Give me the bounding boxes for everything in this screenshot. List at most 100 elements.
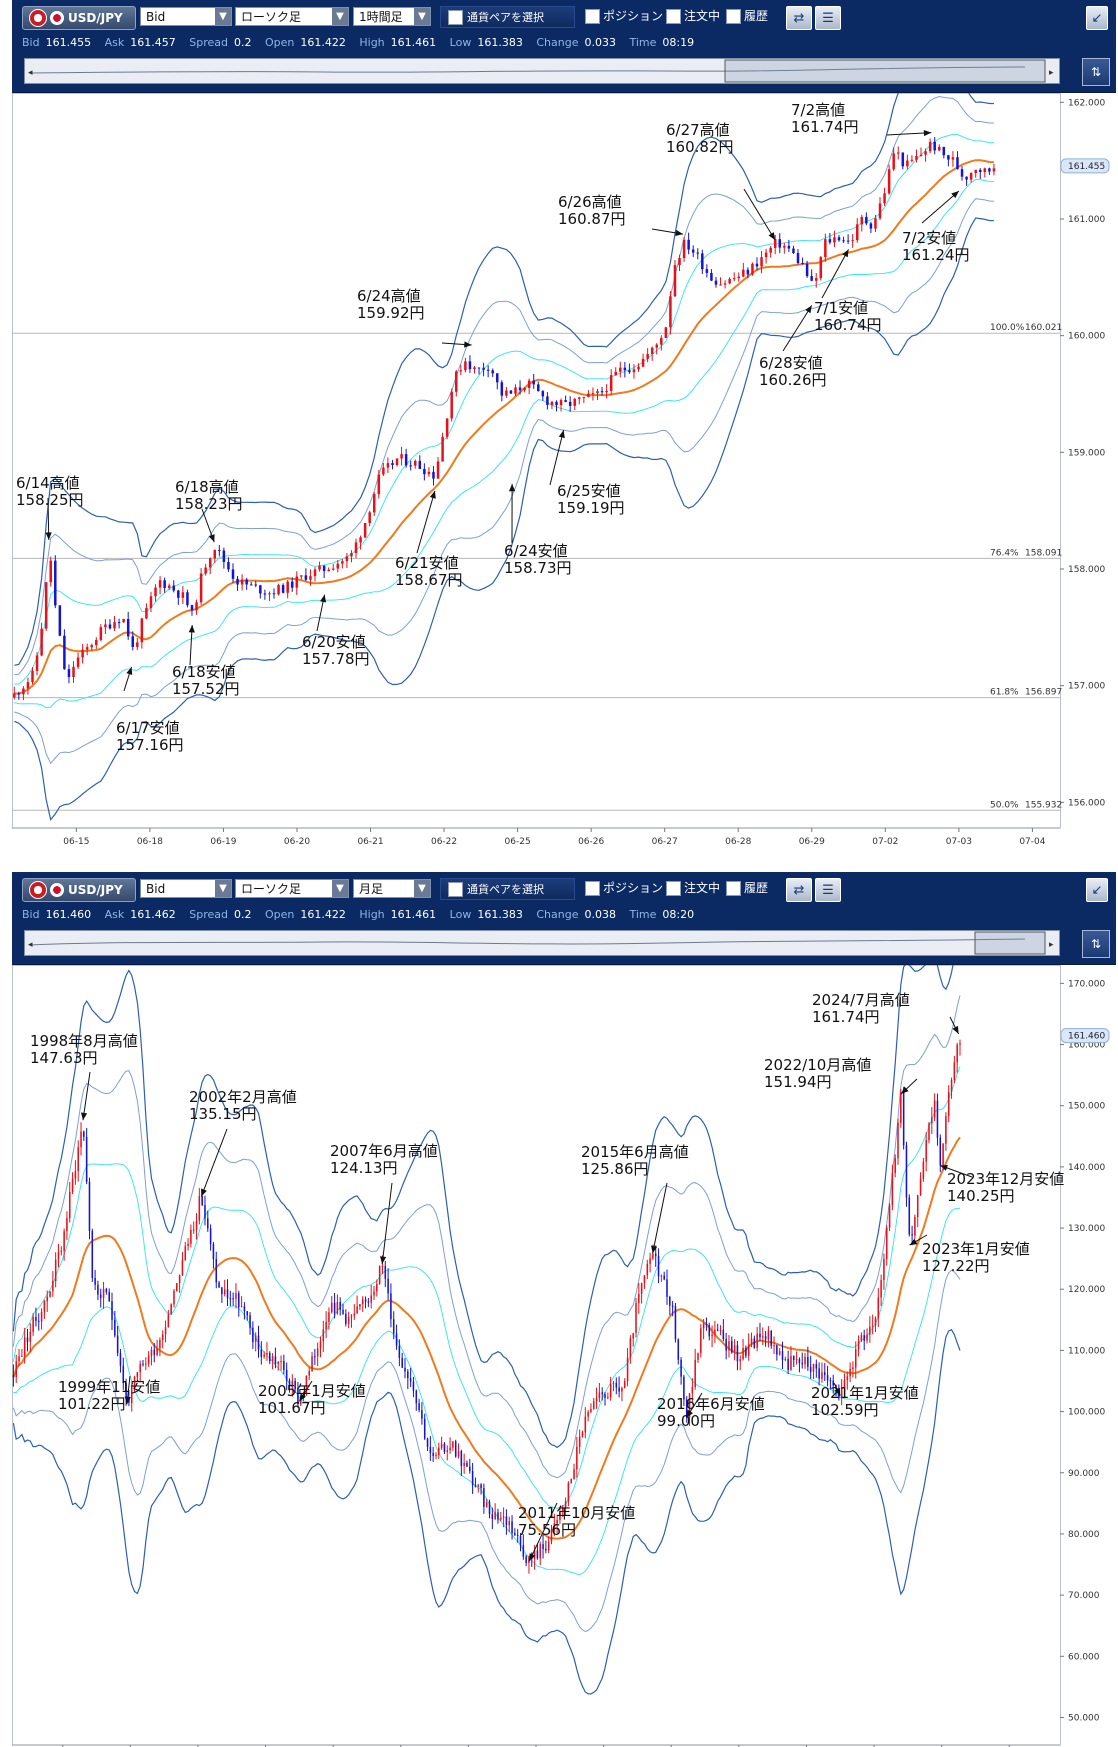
candle-body	[354, 542, 358, 554]
candle-body	[687, 239, 690, 250]
candle-body	[463, 1462, 465, 1466]
currency-pair-button[interactable]: USD/JPY	[22, 878, 136, 902]
annotation-title: 1998年8月高値	[30, 1032, 138, 1050]
annotation-title: 2005年1月安値	[258, 1382, 366, 1400]
collapse-icon[interactable]: ↙	[1086, 6, 1108, 30]
candle-body	[272, 593, 276, 595]
navigator-toggle-button[interactable]: ⇅	[1082, 58, 1110, 86]
candle-body	[350, 553, 353, 557]
candle-body	[386, 463, 390, 468]
candle-body	[341, 561, 344, 564]
annotation-value: 157.78円	[302, 650, 370, 668]
candle-body	[716, 1329, 719, 1331]
annotation-arrow-head	[805, 305, 812, 314]
svg-text:◂: ◂	[28, 68, 33, 78]
candle-body	[436, 461, 440, 479]
fibonacci-level-value: 158.091	[1025, 548, 1062, 558]
settings-list-icon[interactable]: ☰	[815, 6, 841, 30]
range-navigator[interactable]: ▸ ◂	[24, 58, 1060, 84]
candle-body	[88, 1181, 91, 1231]
candle-body	[280, 1361, 282, 1363]
history-checkbox[interactable]	[726, 9, 741, 24]
candle-body	[268, 593, 271, 595]
currency-pair-button[interactable]: USD/JPY	[22, 6, 136, 30]
collapse-icon[interactable]: ↙	[1086, 878, 1108, 902]
candle-body	[222, 550, 226, 563]
candle-body	[359, 1304, 361, 1307]
history-checkbox[interactable]	[726, 881, 741, 896]
drawing-tool-icon[interactable]: ⇄	[786, 6, 812, 30]
annotation-title: 2021年1月安値	[811, 1384, 919, 1402]
candle-body	[628, 370, 631, 373]
orders-checkbox[interactable]	[666, 881, 681, 896]
candle-body	[871, 1325, 874, 1327]
candle-body	[17, 693, 21, 695]
candle-body	[395, 458, 399, 466]
candle-body	[812, 1363, 815, 1372]
annotation-arrow-line	[82, 1071, 91, 1121]
price-type-select[interactable]: Bid ▼	[140, 879, 232, 898]
candle-body	[528, 1557, 530, 1563]
candle-body	[609, 1383, 612, 1398]
timeframe-select[interactable]: 月足 ▼	[353, 879, 431, 898]
candle-body	[471, 1471, 474, 1486]
navigator-toggle-button[interactable]: ⇅	[1082, 930, 1110, 958]
candle-body	[426, 1438, 429, 1447]
candle-body	[125, 1382, 127, 1398]
annotation-arrow-line	[416, 490, 436, 554]
candle-body	[449, 1447, 451, 1451]
chevron-down-icon: ▼	[414, 8, 430, 25]
candle-body	[739, 1359, 742, 1362]
candle-body	[604, 1394, 606, 1398]
candle-body	[218, 549, 221, 551]
candle-body	[710, 272, 713, 281]
pair-select-button[interactable]: 通貨ペアを選択	[440, 6, 575, 28]
candle-body	[309, 576, 312, 580]
pair-select-button[interactable]: 通貨ペアを選択	[440, 878, 575, 900]
candle-body	[372, 494, 376, 513]
low-value: 161.383	[477, 908, 523, 921]
annotation-value: 161.24円	[902, 246, 970, 264]
y-tick-label: 130.000	[1068, 1224, 1105, 1234]
candle-body	[460, 1451, 463, 1466]
y-tick-label: 90.000	[1068, 1469, 1100, 1479]
pair-select-checkbox[interactable]	[448, 882, 463, 897]
candle-body	[313, 569, 317, 577]
candle-body	[705, 1323, 708, 1326]
candle-body	[184, 1246, 187, 1260]
settings-list-icon[interactable]: ☰	[815, 878, 841, 902]
orders-checkbox[interactable]	[666, 9, 681, 24]
fibonacci-level-percent: 100.0%	[990, 323, 1025, 333]
candle-body	[950, 1079, 953, 1092]
orders-label: 注文中	[684, 881, 721, 895]
candle-body	[737, 276, 741, 279]
candle-body	[960, 169, 964, 177]
hourly-candlestick-chart[interactable]: 162.000 161.000 160.000 159.000 158.000 157.0…	[12, 93, 1116, 860]
drawing-tool-icon[interactable]: ⇄	[786, 878, 812, 902]
range-navigator[interactable]: ▸ ◂	[24, 930, 1060, 956]
candle-body	[573, 398, 576, 406]
annotation-title: 6/18高値	[175, 478, 239, 496]
candle-body	[392, 1319, 395, 1334]
chart-type-select[interactable]: ローソク足 ▼	[235, 879, 349, 898]
annotation-title: 6/26高値	[558, 193, 622, 211]
monthly-candlestick-chart[interactable]: 170.000 160.000 150.000 140.000 130.000 120.0…	[12, 965, 1116, 1747]
candle-body	[937, 146, 941, 151]
chart-type-select[interactable]: ローソク足 ▼	[235, 7, 349, 26]
candle-body	[382, 467, 385, 475]
pair-select-checkbox[interactable]	[448, 10, 463, 25]
candle-body	[511, 1521, 513, 1534]
candle-body	[421, 1410, 423, 1419]
position-checkbox[interactable]	[585, 881, 600, 896]
candle-body	[925, 1140, 927, 1162]
price-type-select[interactable]: Bid ▼	[140, 7, 232, 26]
candle-body	[742, 269, 745, 277]
timeframe-select[interactable]: 1時間足 ▼	[353, 7, 431, 26]
candle-body	[459, 370, 463, 372]
candle-body	[108, 1292, 110, 1302]
annotation-title: 2007年6月高値	[330, 1142, 438, 1160]
candle-body	[452, 1441, 454, 1448]
candle-body	[432, 1453, 434, 1456]
position-checkbox[interactable]	[585, 9, 600, 24]
x-tick-label: 06-25	[505, 837, 531, 847]
